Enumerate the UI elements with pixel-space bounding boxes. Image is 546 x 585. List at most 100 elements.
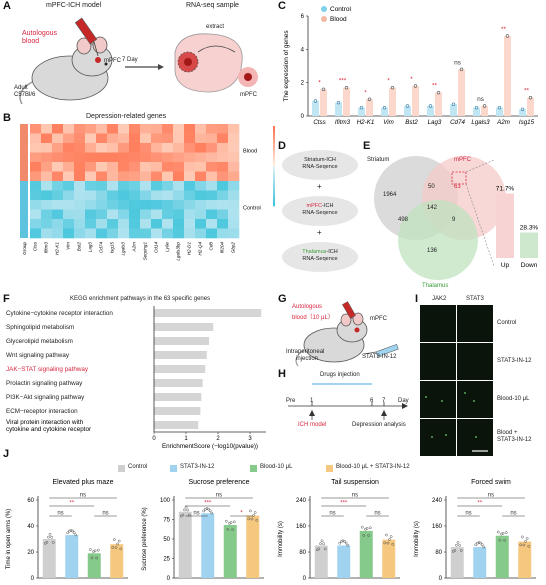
heatmap-cell [63, 152, 75, 163]
j-dot [111, 546, 115, 549]
j-dot [317, 547, 321, 551]
heatmap-cell [162, 143, 174, 153]
heatmap-cell [151, 171, 163, 182]
heatmap-cell [30, 181, 42, 191]
mpfc-prefix: mPFC [306, 203, 323, 209]
heatmap-cell [63, 209, 75, 220]
count-striatum-only: 1964 [383, 192, 397, 198]
legend-combo: Blood-10 μL + STAT3-IN-12 [336, 464, 410, 470]
heatmap-cell [52, 124, 64, 134]
j-dot [45, 540, 49, 544]
j-dot [367, 534, 371, 537]
heatmap-cell [30, 209, 42, 220]
count-str-thal: 498 [398, 217, 409, 223]
j-bar [337, 545, 351, 578]
c-ytick: 6 [301, 14, 305, 20]
heatmap-cell [63, 228, 75, 239]
heatmap-cell [118, 190, 130, 201]
c-bar-control [335, 102, 342, 116]
legend-inhibitor: STAT3-IN-12 [180, 464, 215, 470]
heatmap-cell [107, 133, 119, 144]
scale-segment [273, 198, 275, 201]
heatmap-cell [151, 133, 163, 144]
j-dot [527, 544, 531, 548]
j-sig-label: ns [352, 493, 358, 499]
kegg-label: Sphingolipid metabolism [6, 324, 74, 331]
heatmap-cell [30, 200, 42, 210]
heatmap-cell [74, 152, 86, 163]
j-dot [341, 539, 345, 543]
heatmap-cell [173, 200, 185, 210]
heatmap-cell [140, 181, 152, 191]
panel-label-b: B [3, 112, 11, 124]
j-ytick: 60 [27, 498, 34, 504]
heatmap-cell [85, 228, 97, 239]
c-dot [451, 102, 456, 107]
heatmap-cell [217, 181, 229, 191]
kegg-title: KEGG enrichment pathways in the 63 speci… [70, 296, 210, 302]
c-legend-blood-swatch [321, 16, 327, 22]
c-bar-control [496, 107, 503, 116]
scale-segment [273, 194, 275, 197]
heatmap-cell [63, 133, 75, 144]
j-dot [383, 541, 387, 545]
kegg-bar [154, 337, 210, 345]
micrograph-inhib-jak2 [420, 343, 456, 380]
j-bar [450, 547, 464, 578]
c-legend-control-swatch [321, 6, 327, 12]
j-ylabel: Immobility (s) [414, 521, 420, 557]
j-ytick: 40 [27, 524, 34, 530]
j-bar [359, 530, 373, 578]
scale-segment [273, 160, 275, 163]
c-sig: * [364, 89, 367, 96]
scale-segment [273, 186, 275, 189]
c-dot [313, 99, 318, 103]
plus-1: + [317, 182, 322, 191]
heatmap-cell [74, 190, 86, 201]
extract-label: extract [206, 24, 225, 30]
c-sig: ns [454, 59, 462, 66]
heatmap-cell [140, 190, 152, 201]
updown-bar [520, 232, 538, 258]
heatmap-cell [74, 181, 86, 191]
c-ytick: 2 [301, 81, 305, 87]
j-ytick: 20 [27, 550, 34, 556]
heatmap-gene-label: Ly6e [165, 242, 170, 252]
c-dot [528, 95, 533, 100]
j-dot [183, 508, 186, 512]
kegg-xtick: 0 [152, 436, 156, 442]
heatmap-cell [85, 181, 97, 191]
heatmap-cell [217, 200, 229, 210]
j-ytick: 100 [160, 498, 171, 504]
heatmap-cell [173, 162, 185, 172]
stat3-col: STAT3 [466, 296, 484, 302]
j-dot [48, 532, 52, 536]
heatmap-cell [63, 219, 75, 229]
heatmap-gene-label: Lag3 [88, 242, 93, 253]
j-dot [477, 541, 481, 544]
c-category: Ifitm3 [335, 119, 351, 126]
c-bar-blood [366, 99, 373, 116]
g-autologous: Autologous [292, 304, 323, 310]
j-sig-label: ns [374, 511, 380, 517]
heatmap-cell [30, 133, 42, 144]
heatmap-gene-label: Vim [66, 242, 71, 250]
j-ytick: 80 [435, 550, 442, 556]
c-category: H2-K1 [357, 119, 375, 126]
j-sig-label: ns [102, 511, 108, 517]
heatmap-cell [195, 181, 207, 191]
heatmap-cell [173, 181, 185, 191]
count-thal-only: 136 [427, 248, 438, 254]
scale-segment [273, 154, 275, 157]
legend-swatch-combo [326, 465, 333, 472]
count-all: 142 [427, 205, 438, 211]
heatmap-cell [74, 143, 86, 153]
heatmap-gene-label: Lgals3 [121, 242, 126, 256]
j-dot [496, 530, 500, 534]
c-category: Ctss [313, 119, 325, 126]
heatmap-cell [129, 181, 141, 191]
j-ylabel: Time in open arms (%) [6, 509, 12, 569]
heatmap-cell [63, 181, 75, 191]
tick-6: 6 [370, 398, 374, 404]
heatmap-gene-label: Bst2 [77, 242, 82, 252]
